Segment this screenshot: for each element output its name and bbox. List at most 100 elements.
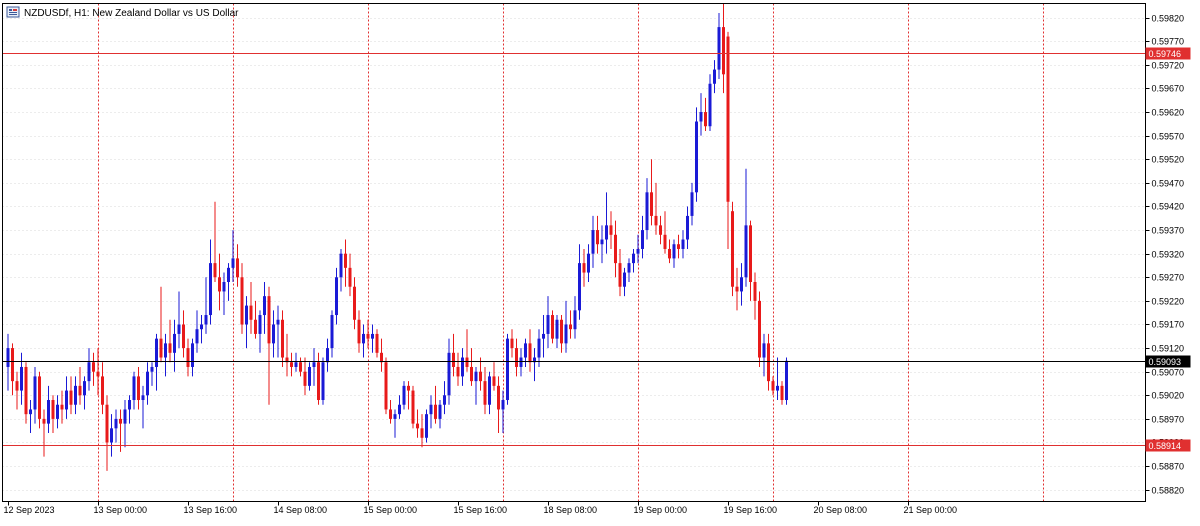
candle (686, 206, 689, 249)
candle-body (20, 366, 23, 391)
candle-body (546, 315, 550, 334)
x-tick-label: 19 Sep 16:00 (724, 505, 778, 515)
candle-body (456, 366, 460, 377)
candle-body (560, 319, 563, 344)
candle (357, 310, 361, 353)
candle-body (38, 376, 41, 419)
y-tick-label: 0.58870 (1152, 462, 1185, 472)
candle-body (11, 348, 14, 382)
candle (389, 400, 392, 424)
candle (735, 267, 739, 311)
candle-body (294, 362, 298, 367)
time-axis[interactable]: 12 Sep 2023 13 Sep 00:00 13 Sep 16:00 14 Se… (4, 501, 958, 516)
candle (519, 348, 523, 377)
candle-body (636, 248, 640, 254)
candle-body (92, 362, 95, 372)
candle (137, 366, 140, 410)
candle (528, 329, 532, 372)
candle-body (627, 263, 631, 273)
candle-body (501, 400, 505, 410)
candle-body (267, 296, 271, 344)
candle (231, 230, 235, 283)
candle-body (776, 385, 779, 391)
candle (195, 310, 199, 353)
candle (218, 253, 221, 311)
candle (24, 362, 28, 424)
candle (578, 244, 581, 320)
candle (321, 357, 325, 405)
candle (654, 182, 658, 235)
candle-body (609, 225, 613, 235)
candle (668, 239, 671, 264)
candle (690, 182, 694, 226)
candle (330, 310, 334, 358)
candle-body (767, 343, 770, 382)
candle-body (119, 418, 122, 424)
candle-body (731, 211, 734, 287)
candle (222, 272, 226, 316)
candle-body (200, 324, 203, 330)
candle (213, 201, 217, 283)
candle (173, 319, 176, 372)
candle (524, 338, 527, 367)
candle (591, 215, 595, 268)
candle-body (47, 400, 50, 424)
candle-body (110, 428, 113, 443)
candle-body (101, 376, 104, 405)
candle-body (438, 404, 442, 419)
candle-body (353, 286, 356, 320)
candle-body (24, 366, 28, 415)
candle (155, 333, 158, 391)
candle-body (488, 376, 491, 405)
candle-body (218, 277, 221, 292)
candle (254, 300, 257, 339)
candle-body (771, 381, 775, 391)
candle-body (600, 239, 604, 245)
candle (555, 315, 559, 349)
candle-body (371, 333, 374, 339)
candle-body (749, 225, 752, 283)
candle (636, 234, 640, 264)
candle (677, 234, 680, 259)
candle (348, 253, 352, 297)
candle (290, 352, 293, 377)
candle (663, 211, 667, 254)
candle-body (762, 343, 766, 358)
candle (461, 348, 464, 386)
current-price-tag: 0.59093 (1145, 355, 1191, 368)
candle (209, 239, 212, 325)
candle (717, 12, 721, 80)
candle (726, 31, 730, 249)
price-axis[interactable]: 0.59820 0.59770 0.59720 0.59670 0.59620 0.595… (1145, 14, 1185, 496)
horizontal-lines[interactable] (2, 53, 1146, 446)
candle (704, 97, 707, 131)
candle-body (348, 267, 352, 287)
y-tick-label: 0.59670 (1152, 84, 1185, 94)
candle (393, 409, 397, 438)
candle (465, 329, 469, 372)
candle-body (83, 381, 86, 396)
x-tick-label: 12 Sep 2023 (4, 505, 55, 515)
candle (470, 348, 473, 386)
x-tick-label: 18 Sep 08:00 (544, 505, 598, 515)
y-tick-label: 0.59020 (1152, 391, 1185, 401)
candle (605, 192, 608, 254)
candle-body (411, 390, 415, 424)
candle (150, 362, 154, 386)
candle-body (524, 343, 527, 358)
candle (492, 362, 496, 391)
candle-body (384, 362, 388, 410)
y-tick-label: 0.59620 (1152, 108, 1185, 118)
candle (303, 357, 307, 396)
candle-body (366, 333, 370, 339)
candle-body (312, 362, 316, 367)
candle-body (681, 239, 685, 249)
price-tag-box (1145, 47, 1191, 60)
candle (366, 319, 370, 349)
candle (186, 338, 190, 377)
candle (402, 381, 406, 410)
candle (438, 400, 442, 429)
